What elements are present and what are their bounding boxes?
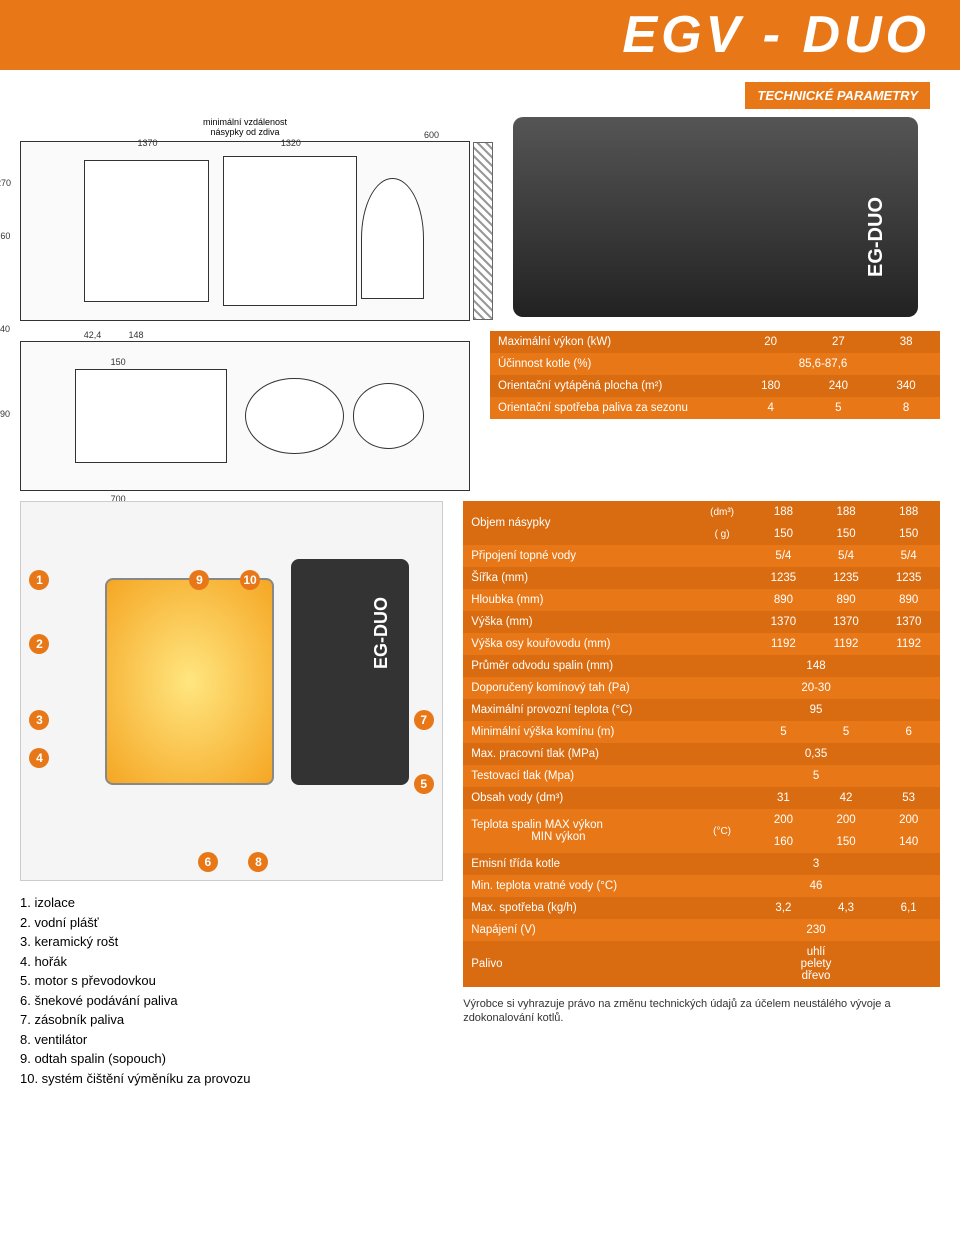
- legend-item: 1. izolace: [20, 893, 443, 913]
- callout-7: 7: [414, 710, 434, 730]
- top-section: minimální vzdálenost násypky od zdiva 60…: [0, 117, 960, 321]
- burner-shape: [105, 578, 273, 786]
- legend-item: 5. motor s převodovkou: [20, 971, 443, 991]
- legend-list: 1. izolace2. vodní plášť3. keramický roš…: [20, 893, 443, 1088]
- spec-table-upper: Maximální výkon (kW)202738Účinnost kotle…: [490, 331, 940, 491]
- callout-8: 8: [248, 852, 268, 872]
- product-photo-col: EG-DUO: [490, 117, 940, 321]
- spec-table-lower: Objem násypky(dm³)188188188( g)150150150…: [463, 501, 940, 1088]
- legend-item: 3. keramický rošt: [20, 932, 443, 952]
- product-photo: EG-DUO: [513, 117, 918, 317]
- spec-table-part1: Maximální výkon (kW)202738Účinnost kotle…: [490, 331, 940, 419]
- callout-1: 1: [29, 570, 49, 590]
- lower-section: EG-DUO 1 2 3 4 5 6 7 8 9 10 1. izolace2.…: [0, 501, 960, 1108]
- legend-item: 8. ventilátor: [20, 1030, 443, 1050]
- cutaway-drawing: EG-DUO 1 2 3 4 5 6 7 8 9 10: [20, 501, 443, 881]
- callout-3: 3: [29, 710, 49, 730]
- legend-item: 7. zásobník paliva: [20, 1010, 443, 1030]
- wall-hatch: [473, 142, 493, 320]
- callout-2: 2: [29, 634, 49, 654]
- badge-row: TECHNICKÉ PARAMETRY: [0, 70, 960, 117]
- spec-table-part2: Objem násypky(dm³)188188188( g)150150150…: [463, 501, 940, 987]
- top-view-col: 42,4 148 150 890 700 1235: [20, 331, 470, 491]
- callout-6: 6: [198, 852, 218, 872]
- callout-10: 10: [240, 570, 260, 590]
- section-badge: TECHNICKÉ PARAMETRY: [745, 82, 930, 109]
- photo-label: EG-DUO: [865, 197, 888, 277]
- legend-item: 6. šnekové podávání paliva: [20, 991, 443, 1011]
- legend-item: 4. hořák: [20, 952, 443, 972]
- footnote: Výrobce si vyhrazuje právo na změnu tech…: [463, 997, 940, 1026]
- legend-item: 10. systém čištění výměníku za provozu: [20, 1069, 443, 1089]
- product-title: EGV - DUO: [622, 5, 930, 65]
- header-bar: EGV - DUO: [0, 0, 960, 70]
- side-view-drawing: 600 1270 1160 1370 1320 240: [20, 141, 470, 321]
- legend-item: 9. odtah spalin (sopouch): [20, 1049, 443, 1069]
- side-schematic-col: minimální vzdálenost násypky od zdiva 60…: [20, 117, 470, 321]
- cutaway-col: EG-DUO 1 2 3 4 5 6 7 8 9 10 1. izolace2.…: [20, 501, 443, 1088]
- top-view-drawing: 42,4 148 150 890 700 1235: [20, 341, 470, 491]
- hopper-shape: [291, 559, 409, 786]
- callout-4: 4: [29, 748, 49, 768]
- legend-item: 2. vodní plášť: [20, 913, 443, 933]
- clearance-label: minimální vzdálenost násypky od zdiva: [20, 117, 470, 137]
- mid-section: 42,4 148 150 890 700 1235 Maximální výko…: [0, 321, 960, 501]
- callout-5: 5: [414, 774, 434, 794]
